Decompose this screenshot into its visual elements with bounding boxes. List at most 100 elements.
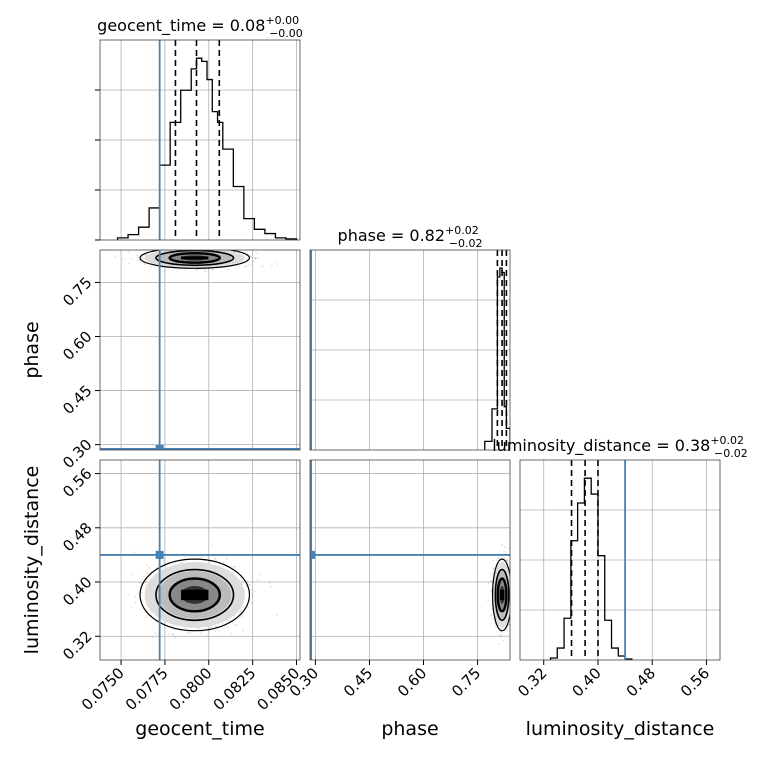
xtick-label-luminosity_distance: 0.56	[677, 664, 713, 700]
grid-phase	[310, 250, 510, 450]
sample-point	[197, 627, 199, 630]
sample-point	[511, 586, 513, 588]
ytick-label-luminosity_distance: 0.56	[59, 465, 95, 501]
sample-point	[148, 566, 151, 569]
sample-point	[174, 636, 177, 639]
sample-point	[184, 557, 186, 560]
sample-point	[184, 248, 186, 250]
sample-point	[249, 255, 252, 258]
sample-point	[206, 633, 209, 636]
truth-marker	[155, 444, 164, 450]
xtick-label-geocent_time: 0.0750	[78, 664, 128, 714]
sample-point	[497, 557, 500, 559]
xtick-label-phase: 0.60	[394, 664, 430, 700]
density-peak	[499, 589, 505, 601]
sample-point	[241, 629, 244, 631]
sample-point	[510, 599, 512, 601]
sample-point	[146, 563, 148, 566]
title-plus: +0.00	[265, 14, 299, 27]
sample-point	[255, 252, 258, 254]
sample-point	[215, 625, 218, 628]
sample-point	[137, 259, 139, 262]
sample-point	[193, 248, 195, 250]
sample-point	[492, 567, 495, 570]
title-plus: +0.02	[445, 224, 479, 237]
sample-point	[227, 268, 229, 271]
sample-point	[137, 592, 140, 595]
sample-point	[143, 551, 146, 553]
sample-point	[492, 567, 495, 570]
sample-point	[167, 246, 169, 248]
xlabel-luminosity_distance: luminosity_distance	[526, 718, 715, 740]
truth-marker	[310, 550, 316, 559]
sample-point	[258, 573, 261, 576]
sample-point	[502, 639, 505, 642]
sample-point	[250, 601, 252, 604]
sample-point	[225, 557, 228, 560]
sample-point	[150, 245, 152, 247]
sample-point	[246, 580, 249, 583]
sample-point	[171, 625, 174, 627]
grid-pair	[310, 460, 510, 660]
sample-point	[162, 561, 165, 564]
grid-pair	[100, 250, 300, 450]
contour-level	[494, 568, 510, 622]
sample-point	[158, 244, 160, 246]
sample-point	[154, 632, 157, 635]
sample-point	[510, 613, 512, 615]
contour-level	[168, 577, 222, 613]
sample-point	[501, 543, 503, 546]
sample-point	[487, 599, 489, 602]
title-geocent_time: geocent_time = 0.08+0.00 −0.00	[97, 14, 303, 40]
title-minus: −0.00	[269, 27, 303, 40]
density-peak	[181, 256, 209, 260]
sample-point	[244, 265, 247, 268]
sample-point	[247, 264, 249, 267]
marginal-phase	[310, 250, 510, 450]
title-equals: =	[651, 436, 675, 455]
title-equals: =	[386, 226, 410, 245]
sample-point	[171, 632, 174, 635]
sample-point	[145, 581, 147, 584]
sample-point	[213, 557, 216, 560]
sample-point	[138, 581, 141, 584]
sample-point	[492, 559, 495, 562]
sample-point	[256, 578, 259, 581]
ytick-label-luminosity_distance: 0.40	[59, 573, 95, 609]
sample-point	[492, 618, 495, 621]
sample-point	[253, 260, 255, 263]
sample-point	[202, 248, 204, 250]
sample-point	[241, 615, 243, 618]
sample-point	[207, 555, 209, 558]
sample-point	[154, 248, 156, 250]
marginal-luminosity_distance	[520, 460, 720, 660]
contour-level	[496, 577, 508, 613]
sample-point	[271, 264, 273, 267]
frame-pair	[309, 459, 511, 661]
sample-point	[149, 265, 152, 268]
ytick-label-phase: 0.30	[59, 436, 95, 472]
frame-marginal-luminosity_distance	[519, 459, 721, 661]
sample-point	[262, 264, 265, 267]
sample-point	[490, 614, 493, 616]
title-name: phase	[338, 226, 386, 245]
sample-point	[506, 559, 509, 562]
sample-point	[189, 632, 192, 634]
sample-point	[172, 634, 175, 637]
pair-geocent_time-luminosity_distance	[100, 460, 300, 660]
sample-point	[222, 565, 225, 567]
sample-point	[145, 253, 147, 256]
sample-point	[260, 266, 263, 268]
sample-point	[233, 248, 235, 250]
sample-point	[133, 551, 136, 554]
title-name: luminosity_distance	[492, 436, 651, 456]
sample-point	[487, 582, 490, 585]
title-value: 0.38	[675, 436, 711, 455]
sample-point	[513, 594, 515, 596]
sample-point	[511, 583, 513, 585]
sample-point	[168, 632, 171, 635]
sample-point	[164, 269, 166, 272]
sample-point	[236, 624, 239, 627]
xlabel-geocent_time: geocent_time	[135, 718, 264, 740]
